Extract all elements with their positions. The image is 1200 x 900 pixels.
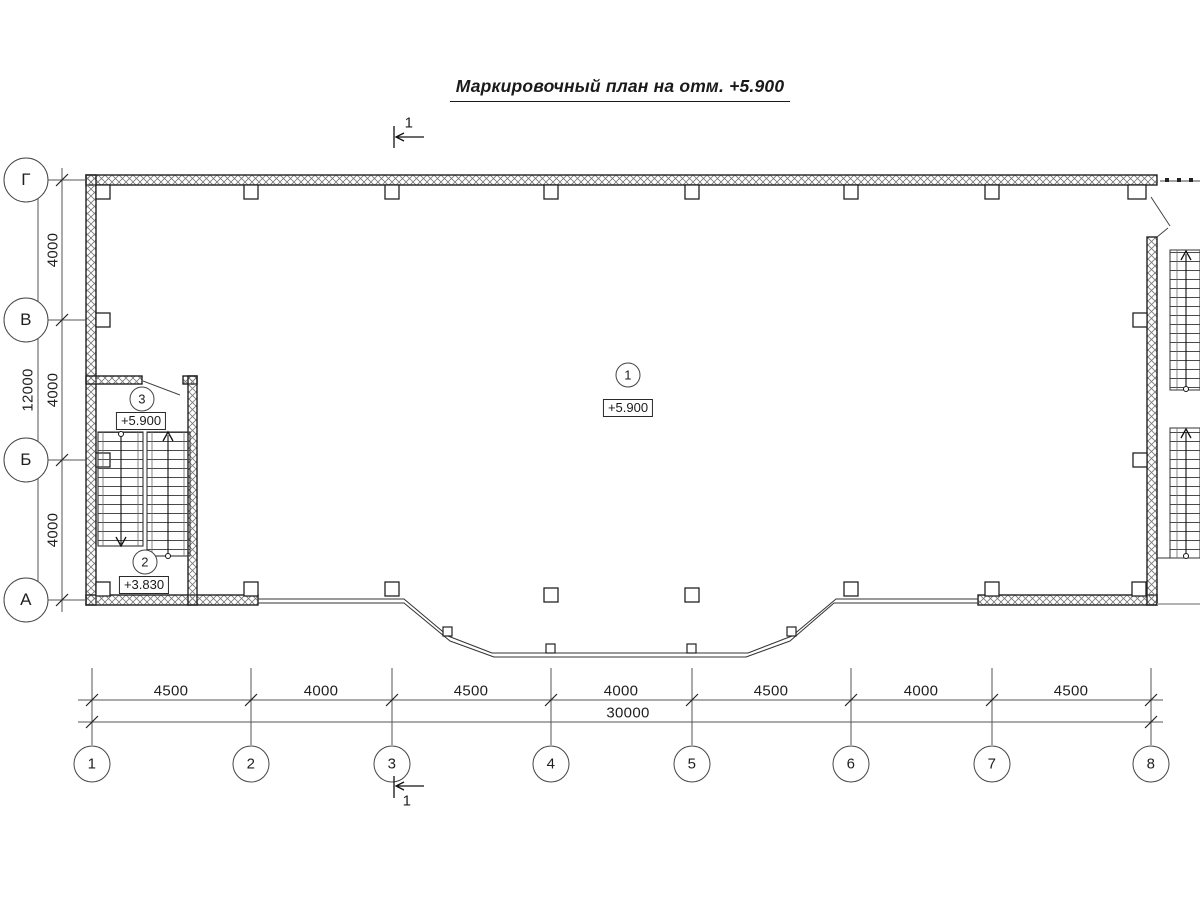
grid-bubbles <box>3 157 1170 783</box>
columns <box>95 184 1148 603</box>
room-marker-circles <box>129 362 641 575</box>
wall-stair-top <box>85 375 143 385</box>
grid-col-label-4: 4 <box>546 755 556 773</box>
dim-bottom-7: 4500 <box>1053 682 1089 700</box>
room-1-elevation: +5.900 <box>602 399 654 417</box>
grid-row-label-g: Г <box>21 170 31 189</box>
wall-bottom-left <box>85 594 259 606</box>
grid-col-label-6: 6 <box>846 755 856 773</box>
dim-bottom-2: 4000 <box>303 682 339 700</box>
door-swings <box>142 196 1171 396</box>
grid-col-label-8: 8 <box>1146 755 1156 773</box>
wall-top <box>85 174 1158 186</box>
grid-row-label-b: Б <box>20 450 32 469</box>
dim-left-total: 12000 <box>19 368 37 412</box>
room-2-number: 2 <box>141 554 149 570</box>
door-swing-stairwell <box>142 380 181 396</box>
grid-col-label-7: 7 <box>987 755 997 773</box>
section-marks <box>393 126 424 798</box>
section-label-bottom: 1 <box>402 792 412 810</box>
section-label-top: 1 <box>404 114 414 132</box>
dim-bottom-1: 4500 <box>153 682 189 700</box>
stair-up-arrow <box>162 430 174 442</box>
grid-row-label-a: А <box>20 590 32 609</box>
dim-bottom-5: 4500 <box>753 682 789 700</box>
stairwell-left <box>97 430 191 559</box>
dim-bottom-6: 4000 <box>903 682 939 700</box>
bottom-dimensions <box>78 668 1163 745</box>
grid-col-label-3: 3 <box>387 755 397 773</box>
grid-row-label-v: В <box>20 310 32 329</box>
room-3-elevation: +5.900 <box>115 412 167 430</box>
curtain-wall-bay <box>258 598 978 658</box>
drawing-title: Маркировочный план на отм. +5.900 <box>440 76 800 102</box>
dim-bottom-3: 4500 <box>453 682 489 700</box>
wall-bottom-right <box>977 594 1158 606</box>
dim-left-3: 4000 <box>44 512 62 548</box>
grid-col-label-5: 5 <box>687 755 697 773</box>
room-2-elevation: +3.830 <box>118 576 170 594</box>
dim-bottom-4: 4000 <box>603 682 639 700</box>
wall-right <box>1146 236 1158 606</box>
room-3-number: 3 <box>138 391 146 407</box>
dim-left-2: 4000 <box>44 372 62 408</box>
stair-down-arrow <box>115 536 127 548</box>
dim-bottom-total: 30000 <box>606 704 650 722</box>
room-1-number: 1 <box>624 367 632 383</box>
wall-left <box>85 174 97 606</box>
bay-posts <box>442 626 797 654</box>
title-text: Маркировочный план на отм. +5.900 <box>449 76 791 102</box>
grid-col-label-1: 1 <box>87 755 97 773</box>
walls <box>85 174 1158 606</box>
stairwell-right <box>1157 178 1200 605</box>
grid-col-label-2: 2 <box>246 755 256 773</box>
door-swing-right <box>1150 196 1171 227</box>
dim-left-1: 4000 <box>44 232 62 268</box>
